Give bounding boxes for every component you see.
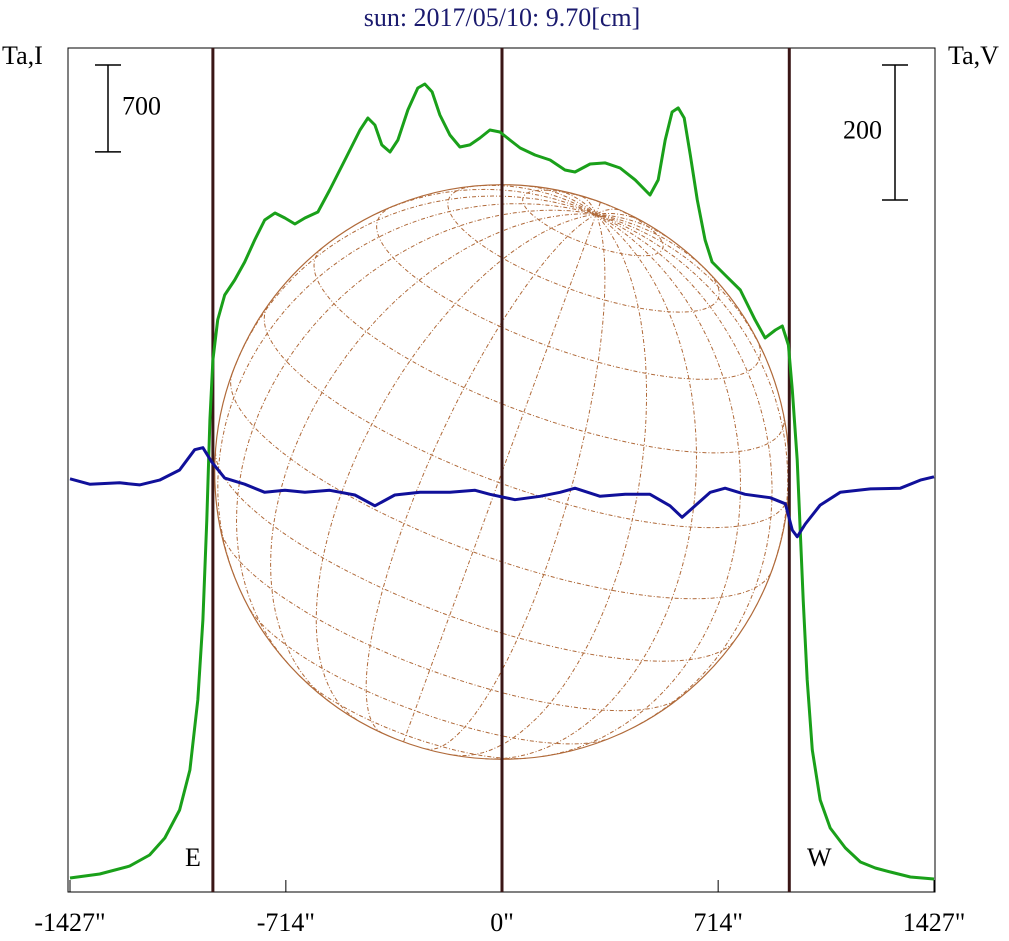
chart-title: sun: 2017/05/10: 9.70[cm]	[364, 3, 641, 32]
disk-grid	[595, 213, 765, 356]
limb-label: E	[185, 843, 201, 872]
y-axis-label: Ta,I	[2, 41, 43, 70]
x-tick-label: 0"	[490, 908, 514, 937]
scale-bar-label: 200	[843, 115, 882, 144]
disk-grid	[522, 189, 664, 257]
disk-grid	[425, 214, 606, 750]
disk-grid	[528, 185, 597, 215]
disk-grid	[595, 202, 601, 215]
disk-grid	[313, 247, 785, 454]
disk-grid	[376, 188, 597, 215]
disk-grid	[447, 185, 720, 313]
disk-grid	[299, 675, 526, 760]
disk-grid	[376, 205, 762, 380]
disk-grid	[473, 184, 597, 215]
disk-grid	[403, 214, 597, 742]
x-tick-label: -1427"	[34, 908, 105, 937]
disk-grid	[215, 452, 735, 662]
disk-grid	[596, 213, 642, 222]
disk-grid	[217, 203, 597, 577]
x-tick-label: 1427"	[903, 908, 966, 937]
disk-grid	[581, 195, 597, 215]
disk-grid	[557, 189, 597, 215]
disk-grid	[542, 213, 742, 757]
disk-grid	[230, 373, 773, 600]
disk-grid	[231, 195, 597, 374]
disk-grid	[365, 213, 597, 734]
disk-grid	[595, 213, 789, 571]
disk-grid	[249, 609, 607, 745]
limb-label: W	[807, 843, 832, 872]
disk-grid	[270, 213, 597, 703]
series-line	[69, 82, 935, 881]
disk-grid	[220, 531, 679, 712]
y2-axis-label: Ta,V	[948, 41, 999, 70]
disk-grid	[315, 213, 597, 721]
disk-grid	[595, 213, 708, 272]
scale-bar-label: 700	[122, 91, 161, 120]
x-tick-label: -714"	[257, 908, 315, 937]
disk-grid	[485, 213, 698, 760]
disk-grid	[595, 208, 619, 215]
disk-grid	[453, 213, 647, 757]
disk-grid	[595, 213, 773, 725]
disk-grid	[596, 213, 666, 237]
solar-disk	[214, 184, 790, 760]
series-line	[69, 446, 935, 539]
x-tick-label: 714"	[693, 908, 743, 937]
